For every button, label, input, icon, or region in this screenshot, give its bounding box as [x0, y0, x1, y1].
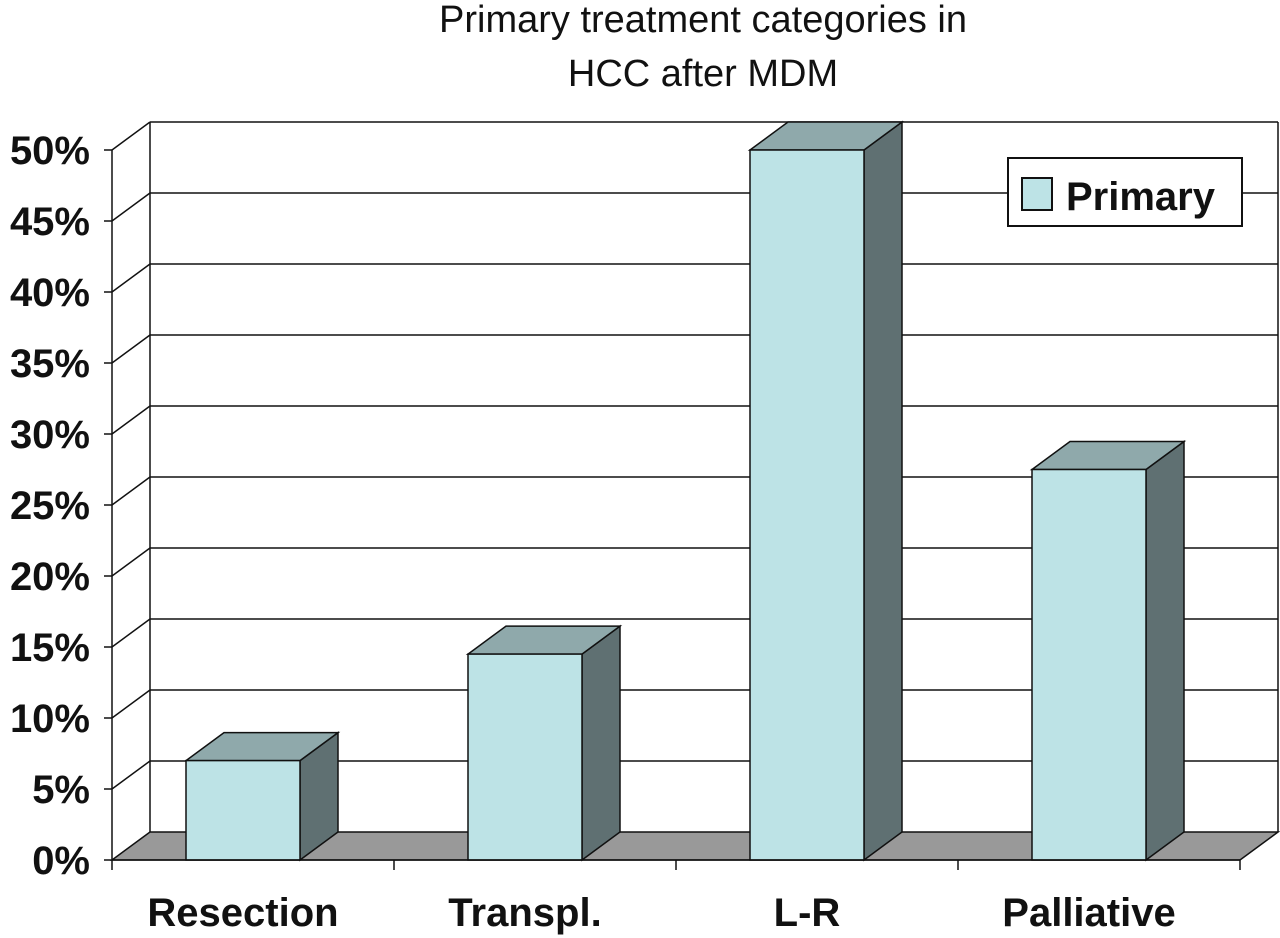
chart-title-line-2: HCC after MDM: [568, 53, 838, 95]
gridline-diagonal: [111, 121, 151, 151]
bar-front: [185, 759, 301, 861]
bar-front: [749, 149, 865, 861]
y-tick-label: 20%: [10, 555, 90, 599]
y-axis: 0% 5% 10% 15% 20% 25% 30% 35% 40% 45% 50%: [10, 129, 112, 883]
bars: [183, 120, 1187, 862]
legend-swatch: [1021, 177, 1053, 211]
gridline-diagonal: [111, 263, 151, 293]
x-tick-label: L-R: [774, 891, 841, 935]
gridline-diagonal: [111, 192, 151, 222]
bar-side: [1145, 440, 1185, 862]
bar-front: [1031, 468, 1147, 861]
legend: Primary: [1007, 157, 1243, 227]
gridline-diagonal: [111, 689, 151, 719]
bar-side: [863, 120, 903, 862]
y-tick-label: 10%: [10, 697, 90, 741]
gridline-diagonal: [111, 476, 151, 506]
y-tick-label: 5%: [32, 768, 90, 812]
x-tick-label: Transpl.: [448, 891, 601, 935]
y-tick-label: 30%: [10, 413, 90, 457]
y-tick-label: 40%: [10, 271, 90, 315]
bar: [747, 120, 905, 862]
x-tick-label: Resection: [147, 891, 338, 935]
bar-front: [467, 653, 583, 861]
y-tick-label: 15%: [10, 626, 90, 670]
gridline-diagonal: [111, 618, 151, 648]
y-tick-label: 35%: [10, 342, 90, 386]
bar: [1029, 440, 1187, 862]
x-tick-label: Palliative: [1002, 891, 1175, 935]
y-tick-label: 0%: [32, 839, 90, 883]
y-tick-label: 45%: [10, 200, 90, 244]
x-axis: Resection Transpl. L-R Palliative: [111, 859, 1241, 935]
chart-title-line-1: Primary treatment categories in: [439, 0, 967, 41]
gridline-diagonal: [111, 760, 151, 790]
gridline-diagonal: [111, 334, 151, 364]
bar-side: [581, 624, 621, 862]
bar: [465, 624, 623, 862]
y-tick-label: 50%: [10, 129, 90, 173]
bar: [183, 731, 341, 862]
gridline-diagonal: [111, 547, 151, 577]
legend-label: Primary: [1066, 175, 1216, 219]
gridline-diagonal: [111, 405, 151, 435]
y-tick-label: 25%: [10, 484, 90, 528]
